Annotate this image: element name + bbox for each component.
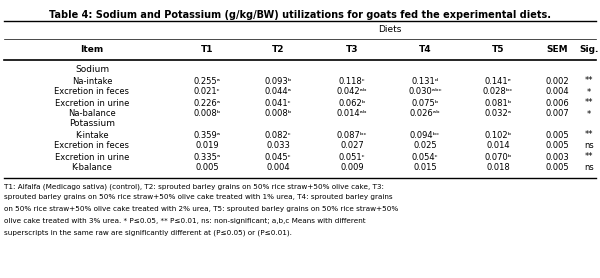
Text: 0.102ᵇ: 0.102ᵇ (484, 130, 512, 140)
Text: **: ** (585, 153, 593, 162)
Text: 0.255ᵃ: 0.255ᵃ (193, 76, 221, 86)
Text: 0.118ᶜ: 0.118ᶜ (338, 76, 365, 86)
Text: sprouted barley grains on 50% rice straw+50% olive cake treated with 1% urea, T4: sprouted barley grains on 50% rice straw… (4, 195, 392, 200)
Text: 0.032ᵃ: 0.032ᵃ (484, 110, 512, 118)
Text: Sig.: Sig. (580, 46, 599, 54)
Text: Table 4: Sodium and Potassium (g/kg/BW) utilizations for goats fed the experimen: Table 4: Sodium and Potassium (g/kg/BW) … (49, 10, 551, 20)
Text: superscripts in the same raw are significantly different at (P≤0.05) or (P≤0.01): superscripts in the same raw are signifi… (4, 229, 292, 235)
Text: Na-intake: Na-intake (72, 76, 112, 86)
Text: 0.027: 0.027 (340, 142, 364, 150)
Text: 0.014: 0.014 (486, 142, 510, 150)
Text: 0.359ᵃ: 0.359ᵃ (193, 130, 221, 140)
Text: **: ** (585, 130, 593, 140)
Text: on 50% rice straw+50% olive cake treated with 2% urea, T5: sprouted barley grain: on 50% rice straw+50% olive cake treated… (4, 206, 398, 212)
Text: 0.030ᵃᵇᶜ: 0.030ᵃᵇᶜ (408, 88, 442, 96)
Text: 0.007: 0.007 (545, 110, 569, 118)
Text: 0.009: 0.009 (340, 163, 364, 173)
Text: *: * (587, 110, 591, 118)
Text: 0.131ᵈ: 0.131ᵈ (412, 76, 439, 86)
Text: 0.054ᶜ: 0.054ᶜ (412, 153, 439, 162)
Text: 0.081ᵇ: 0.081ᵇ (484, 98, 512, 108)
Text: Excretion in feces: Excretion in feces (55, 88, 130, 96)
Text: 0.003: 0.003 (545, 153, 569, 162)
Text: K-balance: K-balance (71, 163, 112, 173)
Text: 0.005: 0.005 (545, 142, 569, 150)
Text: 0.045ᶜ: 0.045ᶜ (265, 153, 292, 162)
Text: Na-balance: Na-balance (68, 110, 116, 118)
Text: 0.026ᵃᵇ: 0.026ᵃᵇ (410, 110, 440, 118)
Text: T3: T3 (346, 46, 358, 54)
Text: 0.021ᶜ: 0.021ᶜ (194, 88, 220, 96)
Text: Excretion in urine: Excretion in urine (55, 153, 129, 162)
Text: 0.025: 0.025 (413, 142, 437, 150)
Text: 0.005: 0.005 (545, 130, 569, 140)
Text: *: * (587, 88, 591, 96)
Text: 0.087ᵇᶜ: 0.087ᵇᶜ (337, 130, 367, 140)
Text: Diets: Diets (379, 26, 401, 34)
Text: 0.044ᵃ: 0.044ᵃ (265, 88, 292, 96)
Text: 0.005: 0.005 (545, 163, 569, 173)
Text: 0.070ᵇ: 0.070ᵇ (484, 153, 512, 162)
Text: 0.019: 0.019 (195, 142, 219, 150)
Text: 0.093ᵇ: 0.093ᵇ (265, 76, 292, 86)
Text: 0.004: 0.004 (545, 88, 569, 96)
Text: K-intake: K-intake (75, 130, 109, 140)
Text: 0.015: 0.015 (413, 163, 437, 173)
Text: 0.041ᶜ: 0.041ᶜ (265, 98, 292, 108)
Text: 0.008ᵇ: 0.008ᵇ (265, 110, 292, 118)
Text: olive cake treated with 3% urea. * P≤0.05, ** P≤0.01, ns: non-significant; a,b,c: olive cake treated with 3% urea. * P≤0.0… (4, 217, 365, 224)
Text: 0.002: 0.002 (545, 76, 569, 86)
Text: 0.335ᵃ: 0.335ᵃ (193, 153, 221, 162)
Text: ns: ns (584, 142, 594, 150)
Text: Excretion in feces: Excretion in feces (55, 142, 130, 150)
Text: ns: ns (584, 163, 594, 173)
Text: 0.018: 0.018 (486, 163, 510, 173)
Text: Sodium: Sodium (75, 66, 109, 75)
Text: 0.005: 0.005 (195, 163, 219, 173)
Text: Excretion in urine: Excretion in urine (55, 98, 129, 108)
Text: T1: Alfalfa (Medicago sativa) (control), T2: sprouted barley grains on 50% rice : T1: Alfalfa (Medicago sativa) (control),… (4, 183, 384, 190)
Text: 0.082ᶜ: 0.082ᶜ (265, 130, 292, 140)
Text: 0.141ᵉ: 0.141ᵉ (484, 76, 512, 86)
Text: T2: T2 (272, 46, 284, 54)
Text: 0.033: 0.033 (266, 142, 290, 150)
Text: 0.062ᵇ: 0.062ᵇ (338, 98, 365, 108)
Text: T5: T5 (492, 46, 504, 54)
Text: Potassium: Potassium (69, 120, 115, 128)
Text: 0.004: 0.004 (266, 163, 290, 173)
Text: 0.226ᵃ: 0.226ᵃ (193, 98, 221, 108)
Text: **: ** (585, 76, 593, 86)
Text: T1: T1 (201, 46, 213, 54)
Text: 0.008ᵇ: 0.008ᵇ (193, 110, 221, 118)
Text: SEM: SEM (546, 46, 568, 54)
Text: 0.075ᵇ: 0.075ᵇ (412, 98, 439, 108)
Text: 0.094ᵇᶜ: 0.094ᵇᶜ (410, 130, 440, 140)
Text: 0.014ᵃᵇ: 0.014ᵃᵇ (337, 110, 367, 118)
Text: 0.006: 0.006 (545, 98, 569, 108)
Text: Item: Item (80, 46, 104, 54)
Text: T4: T4 (419, 46, 431, 54)
Text: 0.051ᶜ: 0.051ᶜ (338, 153, 365, 162)
Text: 0.042ᵃᵇ: 0.042ᵃᵇ (337, 88, 367, 96)
Text: 0.028ᵇᶜ: 0.028ᵇᶜ (483, 88, 513, 96)
Text: **: ** (585, 98, 593, 108)
